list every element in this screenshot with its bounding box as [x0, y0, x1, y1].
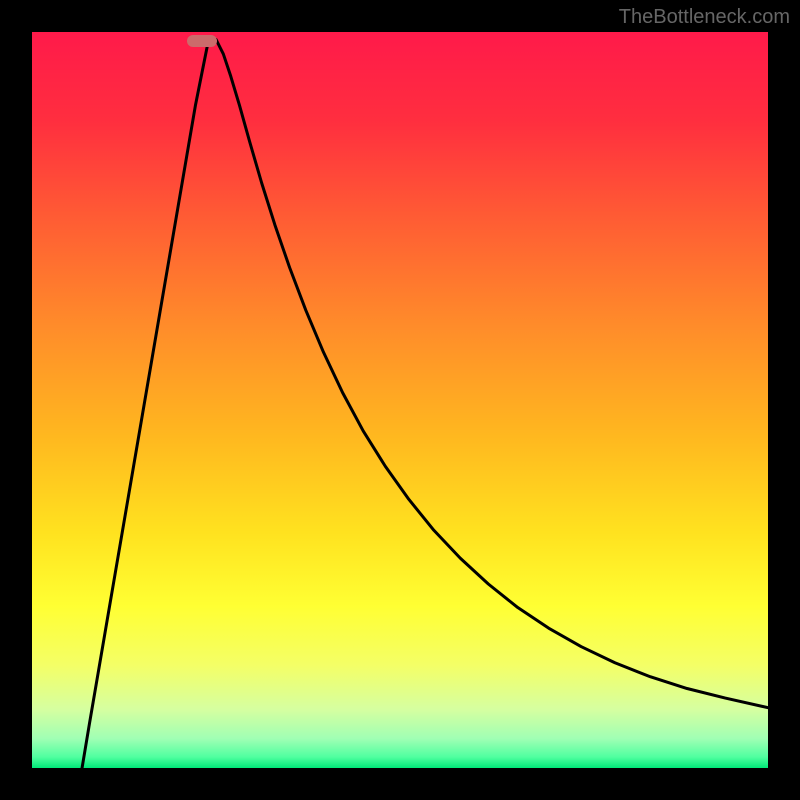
watermark-text: TheBottleneck.com	[619, 6, 790, 29]
bottleneck-curve	[32, 32, 768, 768]
chart-frame: TheBottleneck.com	[0, 0, 800, 800]
plot-area	[32, 32, 768, 768]
minimum-marker	[187, 35, 217, 47]
